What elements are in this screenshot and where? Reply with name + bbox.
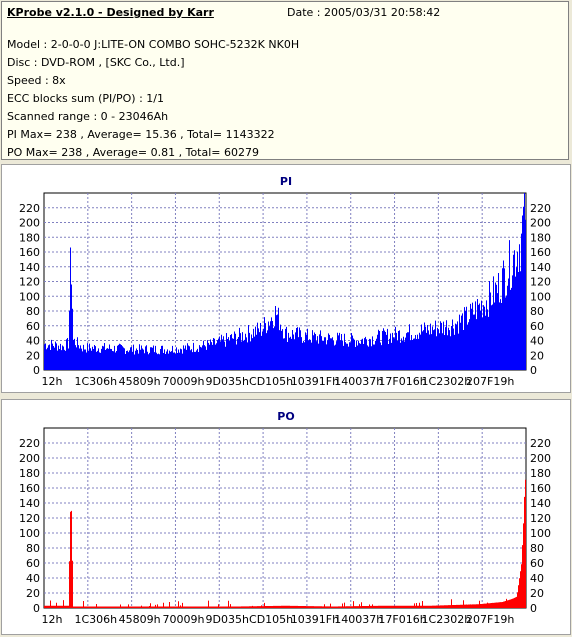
pi-xtick-label: 207F19h [466,375,514,388]
info-panel: KProbe v2.1.0 - Designed by Karr Date : … [1,1,569,160]
pi-xtick-label: 45809h [119,375,161,388]
pi-ytick-right: 0 [530,364,537,377]
pi-ytick-left: 60 [26,320,40,333]
pi-ytick-right: 120 [530,276,551,289]
pi-xtick-label: 9D035h [206,375,249,388]
pi-xtick-label: CD105h [249,375,293,388]
po-xtick-label: 10391Fh [291,613,339,626]
pi-ytick-left: 140 [19,261,40,274]
info-pi-stats: PI Max= 238 , Average= 15.36 , Total= 11… [7,128,275,141]
pi-ytick-right: 140 [530,261,551,274]
po-ytick-left: 180 [19,467,40,480]
po-xtick-label: 1C2302h [422,613,472,626]
po-ytick-right: 140 [530,497,551,510]
po-title: PO [277,410,294,423]
po-ytick-left: 20 [26,587,40,600]
po-ytick-left: 40 [26,572,40,585]
pi-ytick-right: 180 [530,231,551,244]
po-ytick-right: 40 [530,572,544,585]
pi-xtick-label: 1C306h [74,375,117,388]
po-ytick-right: 80 [530,542,544,555]
pi-ytick-right: 160 [530,246,551,259]
pi-xtick-label: 1C2302h [422,375,472,388]
info-disc: Disc : DVD-ROM , [SKC Co., Ltd.] [7,56,185,69]
po-xtick-label: 12h [42,613,63,626]
pi-xtick-label: 10391Fh [291,375,339,388]
po-xtick-label: 9D035h [206,613,249,626]
po-ytick-right: 180 [530,467,551,480]
pi-ytick-left: 80 [26,305,40,318]
pi-ytick-left: 40 [26,335,40,348]
pi-ytick-right: 200 [530,217,551,230]
po-ytick-right: 100 [530,527,551,540]
pi-ytick-right: 40 [530,335,544,348]
pi-ytick-left: 0 [33,364,40,377]
po-ytick-left: 80 [26,542,40,555]
po-ytick-right: 0 [530,602,537,615]
po-chart-panel: PO 0 0 20 20 40 40 60 60 80 80 100 100 120 120 140 140 16… [1,399,571,635]
po-ytick-right: 200 [530,452,551,465]
po-ytick-right: 120 [530,512,551,525]
po-xtick-label: 45809h [119,613,161,626]
po-xtick-label: 70009h [162,613,204,626]
info-speed: Speed : 8x [7,74,66,87]
pi-ytick-left: 200 [19,217,40,230]
pi-ytick-left: 160 [19,246,40,259]
po-ytick-left: 60 [26,557,40,570]
pi-ytick-right: 20 [530,349,544,362]
po-xtick-label: 207F19h [466,613,514,626]
po-ytick-right: 60 [530,557,544,570]
po-ytick-left: 200 [19,452,40,465]
po-ytick-left: 160 [19,482,40,495]
po-ytick-left: 0 [33,602,40,615]
po-xtick-label: 140037h [334,613,383,626]
po-ytick-left: 140 [19,497,40,510]
info-range: Scanned range : 0 - 23046Ah [7,110,169,123]
po-series [44,479,526,608]
pi-ytick-right: 220 [530,202,551,215]
pi-ytick-right: 80 [530,305,544,318]
scan-date: Date : 2005/03/31 20:58:42 [287,6,441,19]
info-model: Model : 2-0-0-0 J:LITE-ON COMBO SOHC-523… [7,38,300,51]
po-ytick-right: 20 [530,587,544,600]
pi-ytick-left: 100 [19,290,40,303]
pi-ytick-left: 120 [19,276,40,289]
po-xtick-label: 1C306h [74,613,117,626]
pi-chart-panel: PI 0 0 20 20 40 40 60 60 80 80 100 100 120 120 140 140 16… [1,164,571,393]
po-ytick-right: 160 [530,482,551,495]
pi-ytick-left: 220 [19,202,40,215]
info-ecc: ECC blocks sum (PI/PO) : 1/1 [7,92,164,105]
po-chart: PO 0 0 20 20 40 40 60 60 80 80 100 100 120 120 140 140 16… [19,410,551,626]
po-ytick-left: 220 [19,437,40,450]
pi-ytick-left: 180 [19,231,40,244]
po-ytick-right: 220 [530,437,551,450]
pi-xtick-label: 17F016h [378,375,426,388]
pi-xtick-label: 140037h [334,375,383,388]
po-ytick-left: 100 [19,527,40,540]
pi-title: PI [280,175,292,188]
pi-series [44,193,526,370]
pi-ytick-left: 20 [26,349,40,362]
pi-ytick-right: 60 [530,320,544,333]
pi-xtick-label: 12h [42,375,63,388]
pi-xtick-label: 70009h [162,375,204,388]
po-xtick-label: 17F016h [378,613,426,626]
app-title: KProbe v2.1.0 - Designed by Karr [7,6,214,19]
info-po-stats: PO Max= 238 , Average= 0.81 , Total= 602… [7,146,259,159]
po-ytick-left: 120 [19,512,40,525]
pi-ytick-right: 100 [530,290,551,303]
po-xtick-label: CD105h [249,613,293,626]
